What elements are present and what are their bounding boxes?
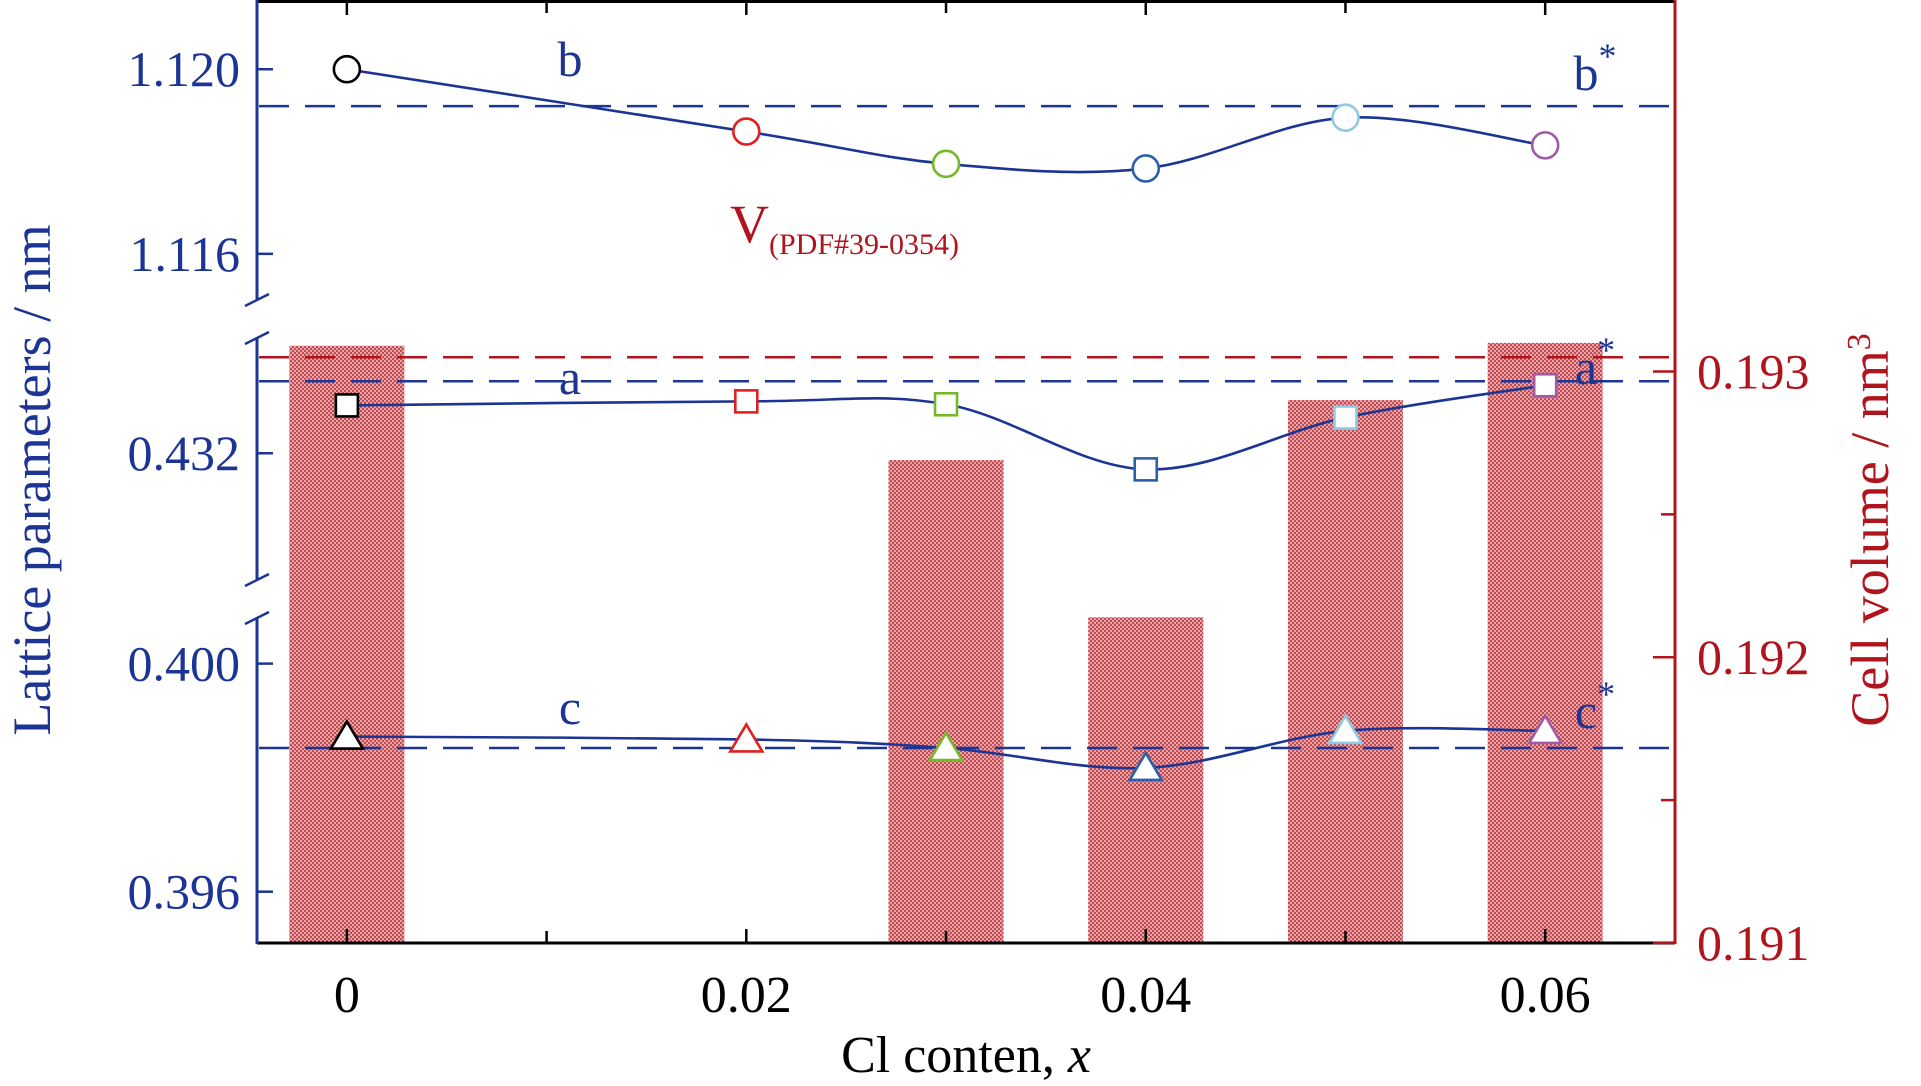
series-a-point [1333, 405, 1358, 430]
series-b-point [332, 54, 362, 84]
axes-layer [244, 0, 1677, 945]
series-a-point [1133, 457, 1159, 482]
left-axis-title: Lattice parameters / nm [2, 224, 62, 735]
reference-lines-layer [259, 104, 1673, 750]
series-c-point [728, 721, 765, 753]
series-b-point [931, 149, 961, 179]
series-a-curve [346, 383, 1546, 471]
label-a-star: a* [1575, 330, 1615, 395]
label-a: a [559, 349, 581, 405]
axis-break-mark [244, 610, 270, 626]
label-c-star: c* [1575, 674, 1615, 739]
axis-break-mark [244, 330, 270, 346]
cell-volume-bar [1287, 400, 1403, 943]
x-tick-label: 0 [334, 967, 360, 1024]
markers-layer [328, 54, 1564, 782]
cell-volume-bar [1487, 342, 1603, 944]
right-tick-label: 0.193 [1697, 343, 1810, 399]
label-v-reference: V(PDF#39-0354) [730, 194, 959, 261]
series-c-point [1127, 750, 1165, 782]
left-tick-label: 0.432 [128, 425, 241, 481]
left-tick-label: 0.396 [128, 864, 241, 920]
series-a-point [933, 391, 959, 417]
series-c-point [927, 730, 965, 762]
bars-layer [289, 342, 1603, 944]
label-b: b [558, 31, 583, 87]
series-c-curve [346, 726, 1546, 770]
right-axis-title: Cell volume / nm3 [1840, 333, 1900, 726]
series-c-point [1526, 713, 1564, 745]
label-c: c [559, 679, 581, 735]
axis-break-mark [244, 292, 270, 308]
labels-layer: 0 0.02 0.04 0.06 1.120 1.116 0.432 0.400 0.396 0.… [2, 31, 1900, 1084]
right-tick-label: 0.191 [1697, 915, 1810, 971]
x-axis-title: Cl conten, x [841, 1027, 1091, 1084]
right-tick-label: 0.192 [1697, 629, 1810, 685]
series-b-point [1530, 131, 1560, 160]
series-a-point [734, 389, 759, 414]
series-b-point [1131, 154, 1161, 183]
x-tick-label: 0.06 [1500, 967, 1591, 1024]
series-a-point [334, 393, 360, 418]
axis-break-mark [244, 572, 270, 588]
series-c-point [1327, 713, 1364, 745]
series-b-point [732, 117, 761, 146]
left-tick-label: 1.116 [129, 226, 240, 282]
x-tick-label: 0.02 [701, 967, 792, 1024]
label-b-star: b* [1574, 36, 1617, 101]
left-tick-label: 0.400 [128, 636, 241, 692]
series-c-point [328, 719, 366, 750]
x-tick-label: 0.04 [1100, 967, 1191, 1024]
series-b-point [1331, 103, 1360, 132]
left-tick-label: 1.120 [128, 41, 241, 97]
series-a-point [1532, 372, 1558, 398]
cell-volume-bar [289, 345, 405, 943]
cell-volume-bar [888, 460, 1004, 943]
